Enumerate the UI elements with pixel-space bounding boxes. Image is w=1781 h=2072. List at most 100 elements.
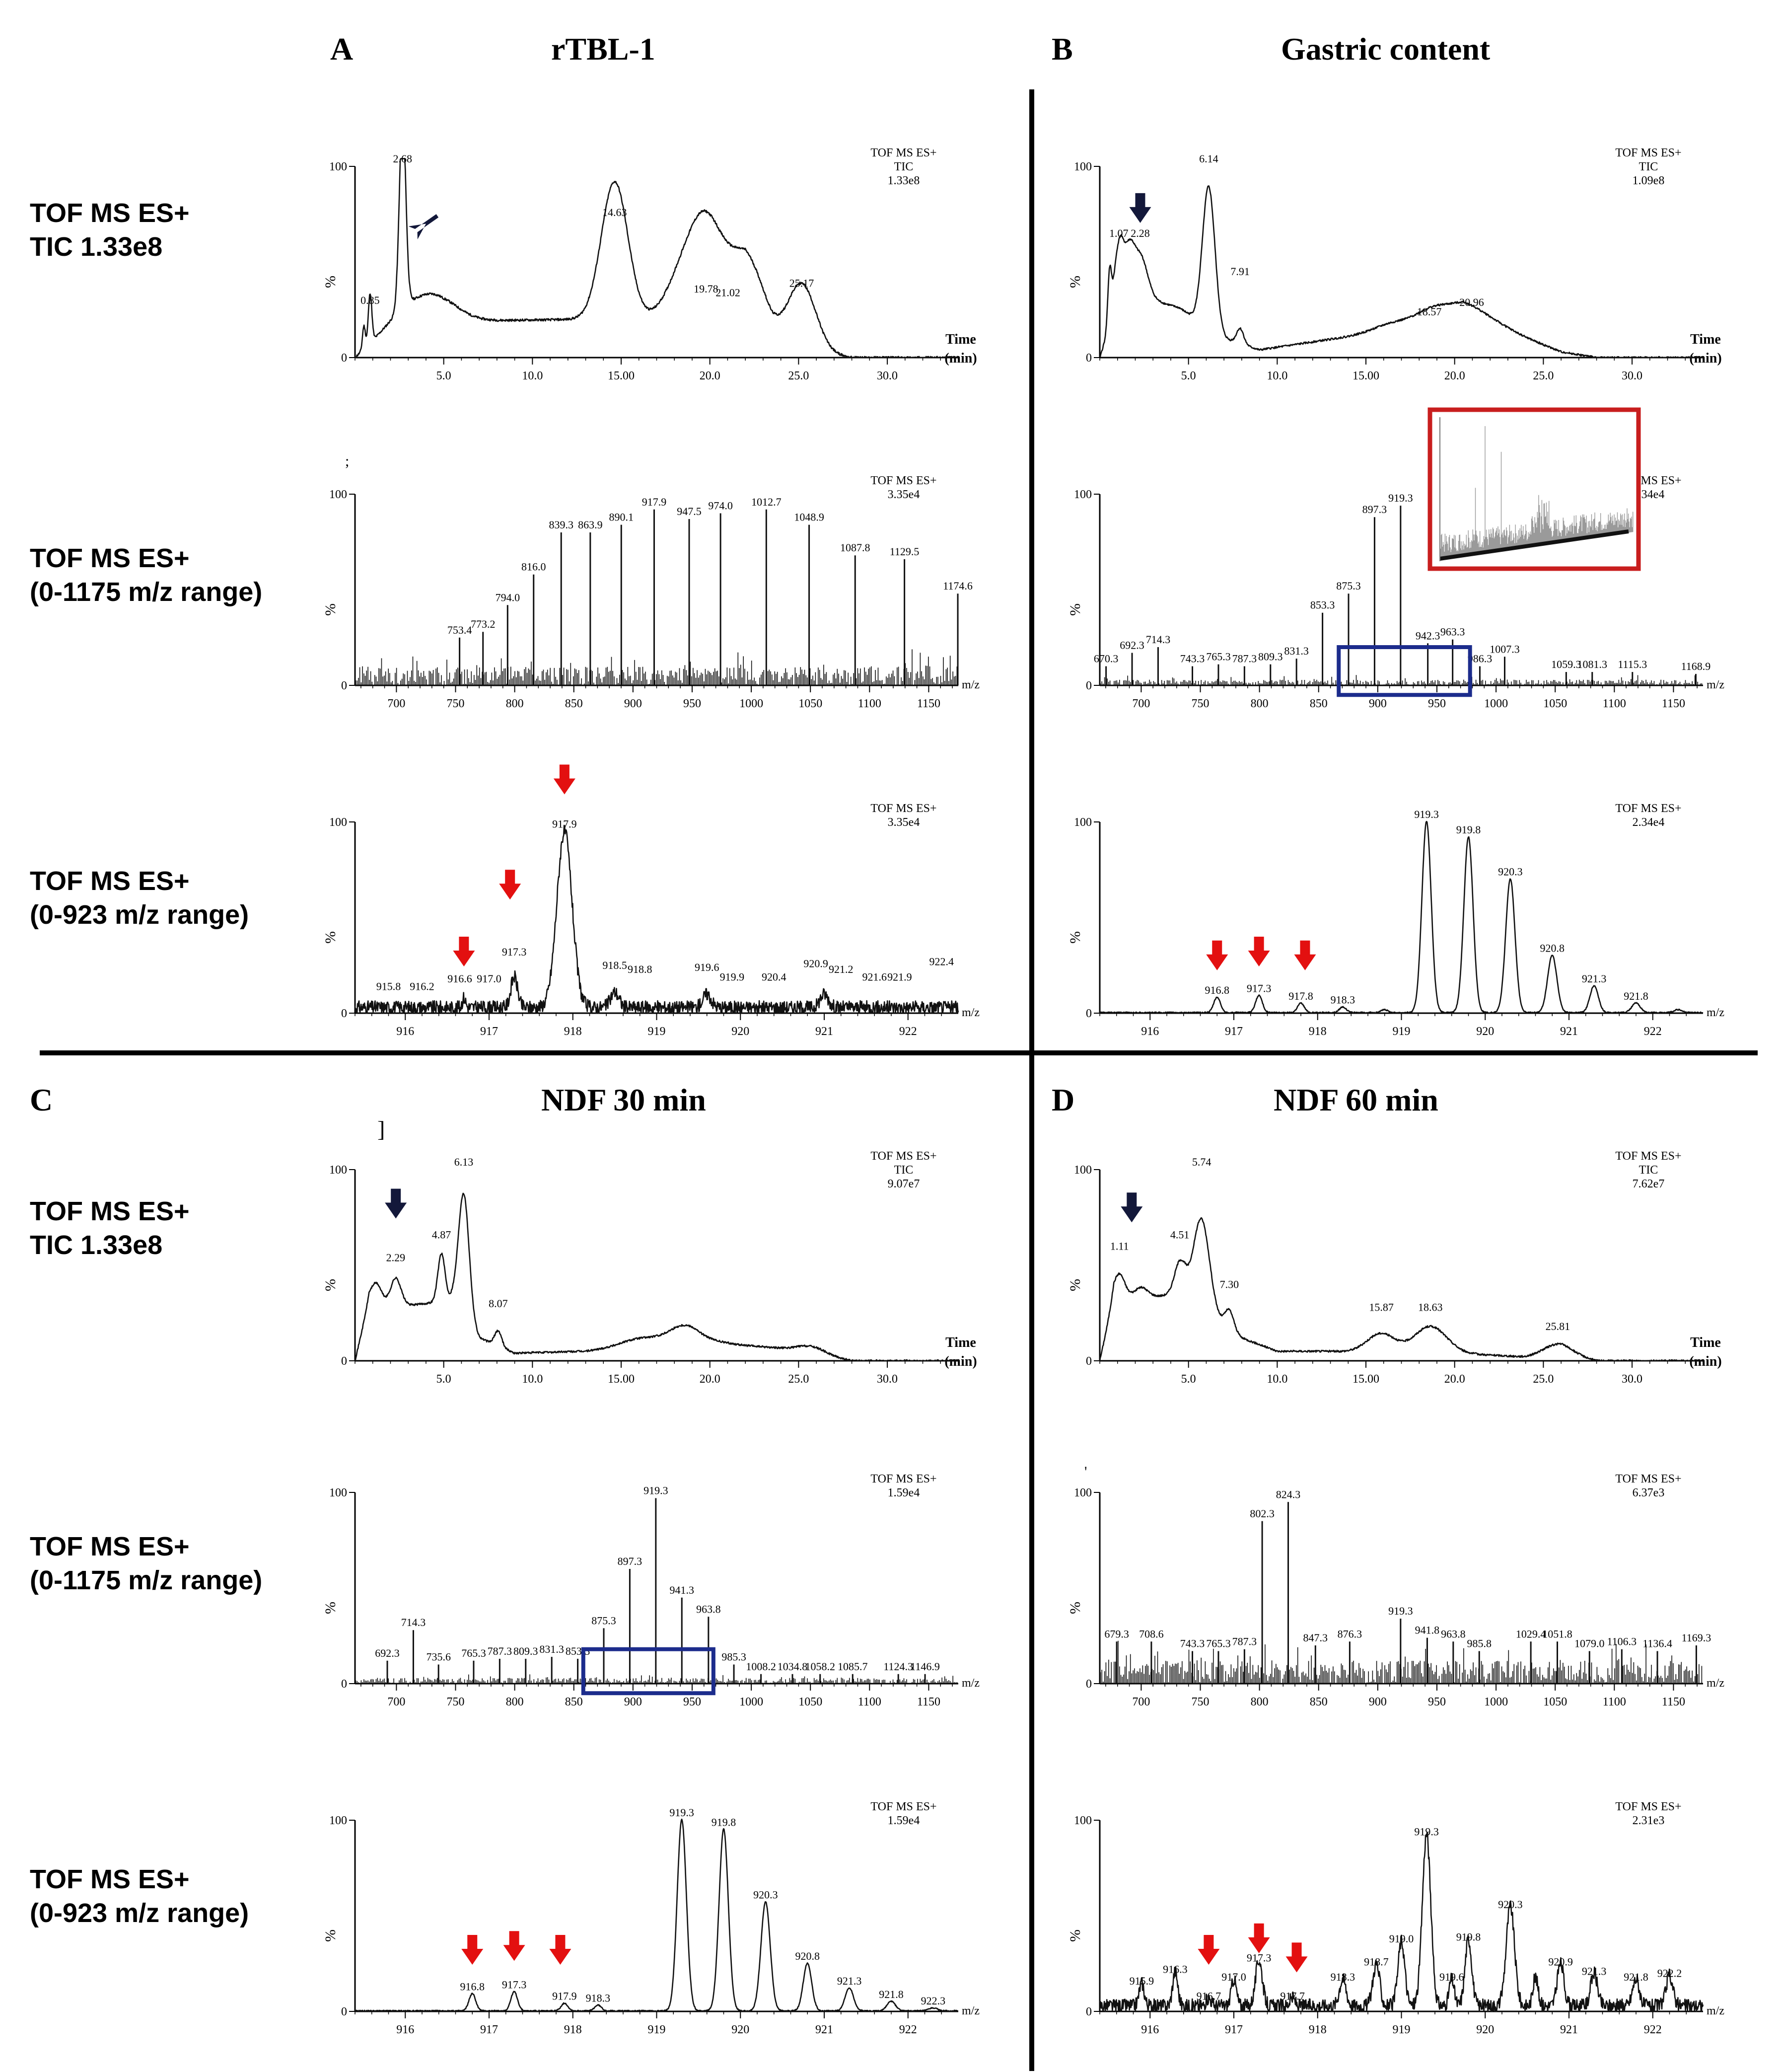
chart-svg: 0 100% 700 750 800 850 900 950 1000 1050 1100 1150 m… xyxy=(322,474,980,710)
x-tick-label: 20.0 xyxy=(1444,1373,1465,1386)
row-label-a-tic: TOF MS ES+ TIC 1.33e8 xyxy=(30,196,190,264)
y-tick-label: 100 xyxy=(329,488,347,501)
peak-label: 921.2 xyxy=(829,963,854,975)
quadrant-letter-b: B xyxy=(1052,31,1073,67)
peak-label: 8.07 xyxy=(489,1297,508,1310)
x-tick-label: 5.0 xyxy=(436,1373,451,1386)
x-axis-label: Time xyxy=(945,332,976,347)
peak-label: 6.13 xyxy=(454,1156,474,1168)
arrow-icon xyxy=(503,1931,525,1961)
peak-label: 1124.3 xyxy=(883,1660,913,1673)
x-tick-label: 850 xyxy=(565,697,583,710)
peak-label: 920.3 xyxy=(1498,866,1523,878)
row-label-c-ms2: TOF MS ES+ (0-923 m/z range) xyxy=(30,1862,249,1930)
x-tick-label: 750 xyxy=(447,1696,465,1708)
y-axis-label: % xyxy=(1067,1602,1083,1614)
peak-label: 794.0 xyxy=(496,591,520,603)
y-tick-label: 100 xyxy=(329,1486,347,1499)
peak-label: 4.51 xyxy=(1170,1228,1190,1241)
x-tick-label: 918 xyxy=(1309,2023,1327,2036)
x-tick-label: 700 xyxy=(1132,1696,1150,1708)
peak-label: 743.3 xyxy=(1180,1637,1205,1650)
info-label: 3.35e4 xyxy=(888,488,920,501)
peak-label: 1106.3 xyxy=(1607,1635,1637,1648)
peak-label: 921.8 xyxy=(1624,1971,1648,1983)
peak-label: 18.63 xyxy=(1418,1301,1443,1314)
peak-label: 1168.9 xyxy=(1681,660,1711,672)
peak-label: 753.4 xyxy=(447,624,472,636)
peak-label: 919.3 xyxy=(669,1806,694,1819)
arrow-icon xyxy=(1121,1192,1143,1223)
y-tick-label: 0 xyxy=(341,679,347,692)
y-tick-label: 0 xyxy=(1086,1355,1092,1368)
y-axis-label: % xyxy=(322,1602,339,1614)
y-tick-label: 0 xyxy=(341,352,347,365)
peak-label: 708.6 xyxy=(1139,1628,1164,1640)
x-tick-label: 750 xyxy=(1192,697,1210,710)
x-tick-label: 25.0 xyxy=(788,370,809,382)
peak-label: 985.3 xyxy=(721,1651,746,1663)
noise-sticks xyxy=(355,1674,958,1684)
x-tick-label: 15.00 xyxy=(608,370,635,382)
row-label-line: TOF MS ES+ xyxy=(30,543,190,573)
y-tick-label: 100 xyxy=(1074,1814,1092,1827)
peak-label: 918.8 xyxy=(628,963,652,975)
x-tick-label: 15.00 xyxy=(1353,1373,1379,1386)
peak-label: 918.3 xyxy=(1331,993,1355,1006)
peak-label: 918.5 xyxy=(602,959,627,971)
peak-label: 1034.8 xyxy=(778,1660,808,1673)
info-label: 7.62e7 xyxy=(1633,1178,1665,1190)
vertical-divider xyxy=(1029,89,1034,2071)
x-tick-label: 950 xyxy=(1428,1696,1446,1708)
y-tick-label: 100 xyxy=(329,160,347,173)
peak-label: 942.3 xyxy=(1416,629,1440,642)
peak-label: 941.3 xyxy=(669,1584,694,1596)
peak-label: 1136.4 xyxy=(1642,1637,1672,1650)
y-tick-label: 0 xyxy=(341,1678,347,1691)
x-axis-label: m/z xyxy=(1707,678,1724,691)
x-tick-label: 1000 xyxy=(739,1696,763,1708)
trace-line xyxy=(1099,820,1704,1014)
info-label: TOF MS ES+ xyxy=(870,1800,936,1813)
y-tick-label: 100 xyxy=(1074,1486,1092,1499)
row-label-a-ms1: TOF MS ES+ (0-1175 m/z range) xyxy=(30,541,262,609)
peak-label: 920.8 xyxy=(795,1950,820,1962)
peak-label: 1115.3 xyxy=(1618,658,1647,670)
peak-label: 765.3 xyxy=(461,1647,486,1659)
y-tick-label: 100 xyxy=(329,1164,347,1177)
x-tick-label: 1000 xyxy=(1484,697,1508,710)
x-tick-label: 916 xyxy=(396,2023,414,2036)
trace-line xyxy=(355,1818,959,2012)
chart-c-ms1: 0 100% 700 750 800 850 900 950 1000 1050 1100 1150 m… xyxy=(308,1470,980,1716)
row-label-line: TOF MS ES+ xyxy=(30,866,190,896)
x-tick-label: 921 xyxy=(1560,1025,1578,1038)
peak-label: 1079.0 xyxy=(1574,1637,1605,1650)
peak-label: 919.3 xyxy=(1388,492,1413,504)
peak-label: 839.3 xyxy=(549,518,573,531)
peak-label: 922.2 xyxy=(1657,1967,1682,1979)
peak-label: 919.9 xyxy=(720,970,745,983)
y-tick-label: 0 xyxy=(341,1355,347,1368)
x-tick-label: 918 xyxy=(1309,1025,1327,1038)
y-tick-label: 0 xyxy=(341,1007,347,1020)
x-tick-label: 25.0 xyxy=(1533,1373,1554,1386)
arrow-icon xyxy=(553,764,575,795)
info-label: 3.35e4 xyxy=(888,816,920,829)
peak-label: 921.3 xyxy=(1582,1965,1607,1978)
peak-label: 919.3 xyxy=(643,1484,668,1497)
peak-label: 787.3 xyxy=(488,1645,512,1657)
peak-label: 692.3 xyxy=(375,1647,400,1659)
chart-svg: 0 100% 700 750 800 850 900 950 1000 1050 1100 1150 m… xyxy=(1067,407,1724,710)
x-tick-label: 917 xyxy=(1225,2023,1243,2036)
y-tick-label: 100 xyxy=(1074,1164,1092,1177)
row-label-line: TOF MS ES+ xyxy=(30,1196,190,1226)
trace-line xyxy=(1099,1832,1704,2012)
info-label: 2.31e3 xyxy=(1633,1814,1665,1827)
peak-label: 922.3 xyxy=(921,1995,946,2007)
y-axis-label: % xyxy=(322,1929,339,1942)
arrow-icon xyxy=(1198,1935,1220,1965)
peak-label: 920.9 xyxy=(803,957,828,969)
peak-label: 921.8 xyxy=(879,1988,904,2000)
row-label-c-tic: TOF MS ES+ TIC 1.33e8 xyxy=(30,1194,190,1262)
peak-label: 917.0 xyxy=(477,972,501,985)
